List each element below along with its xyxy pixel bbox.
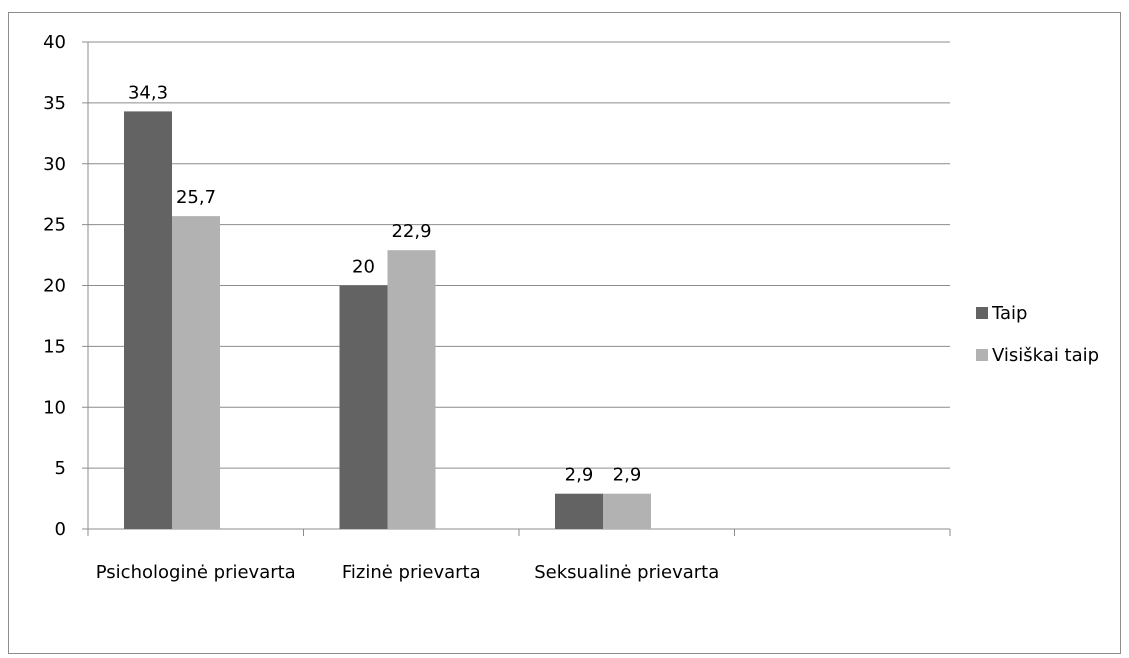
bar <box>172 216 220 530</box>
y-tick-label: 20 <box>43 276 66 297</box>
x-category-label: Fizinė prievarta <box>342 562 481 583</box>
y-tick-label: 25 <box>43 215 66 236</box>
bar <box>339 285 388 529</box>
y-tick-label: 35 <box>43 93 66 114</box>
legend-label: Visiškai taip <box>992 345 1099 366</box>
data-label: 20 <box>352 257 375 278</box>
data-label: 2,9 <box>613 465 642 486</box>
y-tick-label: 0 <box>55 519 66 540</box>
x-category-label: Psichologinė prievarta <box>96 562 296 583</box>
bar <box>555 493 603 529</box>
data-label: 34,3 <box>128 82 168 103</box>
legend-swatch <box>976 349 988 361</box>
data-label: 22,9 <box>391 221 431 242</box>
y-tick-label: 5 <box>55 458 66 479</box>
y-tick-label: 30 <box>43 154 66 175</box>
bar <box>124 111 172 530</box>
legend-label: Taip <box>991 303 1027 324</box>
y-tick-label: 40 <box>43 32 66 53</box>
y-tick-label: 10 <box>43 397 66 418</box>
x-category-label: Seksualinė prievarta <box>534 562 719 583</box>
y-tick-label: 15 <box>43 336 66 357</box>
bar <box>387 250 436 529</box>
data-label: 25,7 <box>176 187 216 208</box>
bar <box>603 493 651 529</box>
data-label: 2,9 <box>565 465 594 486</box>
legend-swatch <box>976 307 988 319</box>
